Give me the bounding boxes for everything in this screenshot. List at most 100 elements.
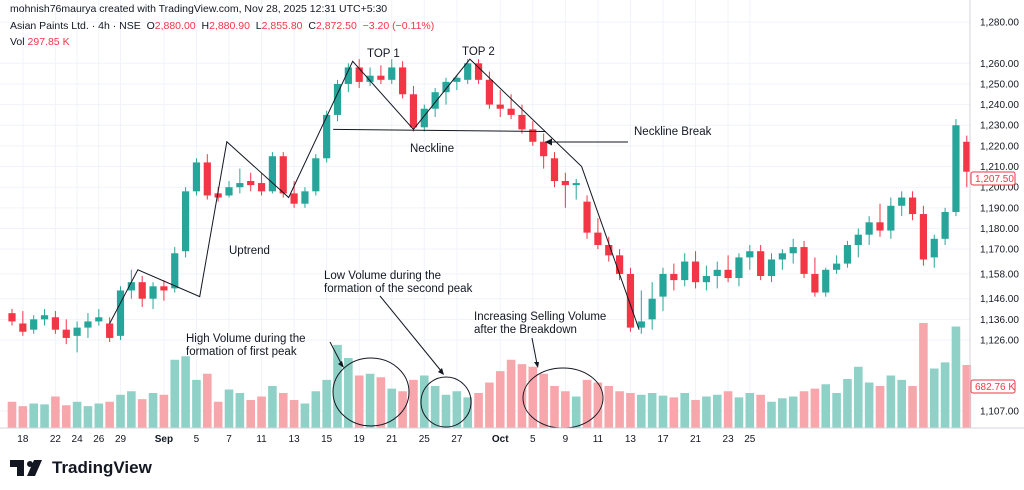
time-axis[interactable]: 18 22 24 26 29 Sep 5 7 11 13 15 19 21 25 27 Oct 5 9 11 13 17… [17,434,756,445]
volume-bar [799,391,809,428]
volume-bar [333,344,342,428]
price-tick-label: 1,126.00 [980,336,1019,347]
last-price-tag-text: 1,207.50 [975,174,1014,185]
candle-body [746,251,754,258]
volume-bar [116,394,125,428]
volume-bar [463,397,472,428]
volume-bar [745,393,755,428]
volume-bar [485,382,494,428]
volume-bar [398,391,407,428]
neckline-break-label: Neckline Break [634,126,712,138]
candle-body [225,187,233,196]
candle-body [127,282,135,291]
candle-body [659,273,667,297]
increasing-volume-arrow [531,337,538,365]
candle-body [952,125,960,212]
candle-body [19,323,27,332]
volume-bar [246,400,255,428]
volume-bar [213,401,223,428]
time-tick-label: 17 [657,434,669,445]
arrowhead [438,368,444,375]
volume-bars [7,323,972,428]
candle-body [30,319,38,330]
volume-bar [604,386,614,428]
volume-bar [72,401,82,428]
volume-bar [908,386,917,428]
volume-bar [962,365,972,428]
volume-bar [148,393,158,428]
time-tick-label: 15 [321,434,333,445]
candle-body [8,313,16,322]
candle-body [854,234,862,246]
candle-body [323,114,331,159]
candle-body [496,104,504,109]
symbol-title[interactable]: Asian Paints Ltd. · 4h · NSE [10,20,141,32]
volume-bar [788,396,798,428]
time-tick-label: 5 [530,434,536,445]
candle-body [290,193,298,204]
time-tick-label: 23 [723,434,735,445]
volume-bar [691,400,700,428]
volume-bar [51,396,60,428]
volume-bar [506,359,516,428]
volume-bar [669,397,679,428]
candle-body [919,214,927,260]
candle-body [572,183,580,186]
neckline-label: Neckline [410,143,454,155]
volume-bar [105,401,114,428]
candle-body [670,273,678,281]
high-volume-arrow [329,341,343,366]
volume-bar [387,388,397,428]
candle-body [366,75,374,82]
low-volume-label-2: formation of the second peak [324,283,473,295]
time-tick-label: 24 [72,434,84,445]
price-axis[interactable]: 1,280.00 1,260.00 1,250.00 1,240.00 1,230.00… [980,18,1019,418]
price-tick-label: 1,280.00 [980,18,1019,29]
volume-bar [940,362,950,428]
volume-bar [571,396,581,428]
neckline-line [333,128,546,132]
volume-bar [723,391,733,428]
candle-body [930,238,938,258]
candle-body [637,321,645,328]
high-value: 2,880.90 [209,20,250,32]
volume-bar [94,403,104,428]
candle-body [681,261,689,281]
tradingview-logo[interactable]: TradingView [10,458,152,478]
candle-body [214,193,222,198]
volume-bar [550,386,559,428]
price-tick-label: 1,180.00 [980,224,1019,235]
candle-body [550,158,559,181]
volume-bar [441,394,451,428]
candle-body [247,181,255,186]
volume-tag [970,379,1016,394]
time-tick-label: 5 [194,434,200,445]
low-volume-label-1: Low Volume during the [324,270,441,282]
price-tick-label: 1,136.00 [980,315,1019,326]
candle-body [800,247,808,274]
candle-body [648,298,656,320]
pattern-drawings [109,58,640,429]
candle-body [713,269,721,276]
candle-body [149,286,157,299]
candle-body [301,191,309,204]
volume-bar [810,388,820,428]
uptrend-label: Uptrend [229,245,270,257]
volume-bar [18,406,28,428]
volume-bar [322,379,331,428]
tradingview-logo-text: TradingView [52,458,152,477]
increasing-volume-label-1: Increasing Selling Volume [474,311,606,323]
candle-body [811,273,819,293]
volume-bar [886,375,896,428]
candle-body [236,183,244,188]
time-tick-label: 21 [690,434,702,445]
time-tick-label: 25 [744,434,756,445]
price-tick-label: 1,210.00 [980,162,1019,173]
volume-bar [843,379,852,428]
time-tick-label: 19 [354,434,366,445]
candle-body [464,63,472,80]
change-value: −3.20 (−0.11%) [362,20,435,32]
volume-bar [409,379,418,428]
volume-bar [289,400,299,428]
